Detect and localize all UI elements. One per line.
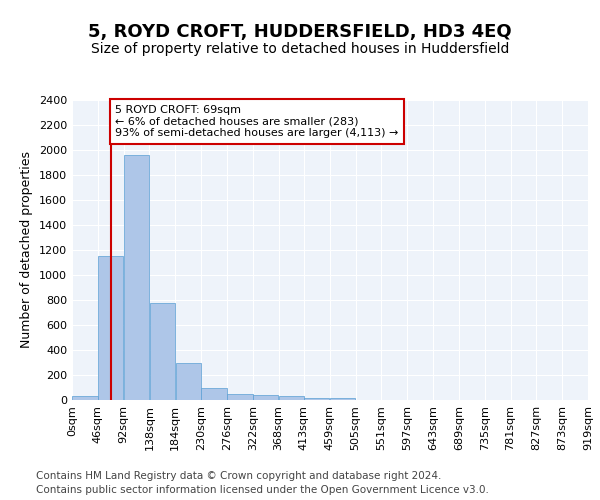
Text: 5 ROYD CROFT: 69sqm
← 6% of detached houses are smaller (283)
93% of semi-detach: 5 ROYD CROFT: 69sqm ← 6% of detached hou…	[115, 105, 398, 138]
Text: Contains HM Land Registry data © Crown copyright and database right 2024.: Contains HM Land Registry data © Crown c…	[36, 471, 442, 481]
Text: 5, ROYD CROFT, HUDDERSFIELD, HD3 4EQ: 5, ROYD CROFT, HUDDERSFIELD, HD3 4EQ	[88, 22, 512, 40]
Bar	[150, 303, 175, 400]
Bar	[176, 362, 201, 400]
Bar	[202, 388, 227, 400]
Bar	[304, 398, 329, 400]
Bar	[330, 398, 355, 400]
Text: Contains public sector information licensed under the Open Government Licence v3: Contains public sector information licen…	[36, 485, 489, 495]
Bar	[72, 396, 98, 400]
Bar	[98, 256, 124, 400]
Bar	[279, 396, 304, 400]
Bar	[253, 395, 278, 400]
Text: Size of property relative to detached houses in Huddersfield: Size of property relative to detached ho…	[91, 42, 509, 56]
Bar	[227, 394, 253, 400]
Y-axis label: Number of detached properties: Number of detached properties	[20, 152, 34, 348]
Bar	[124, 155, 149, 400]
